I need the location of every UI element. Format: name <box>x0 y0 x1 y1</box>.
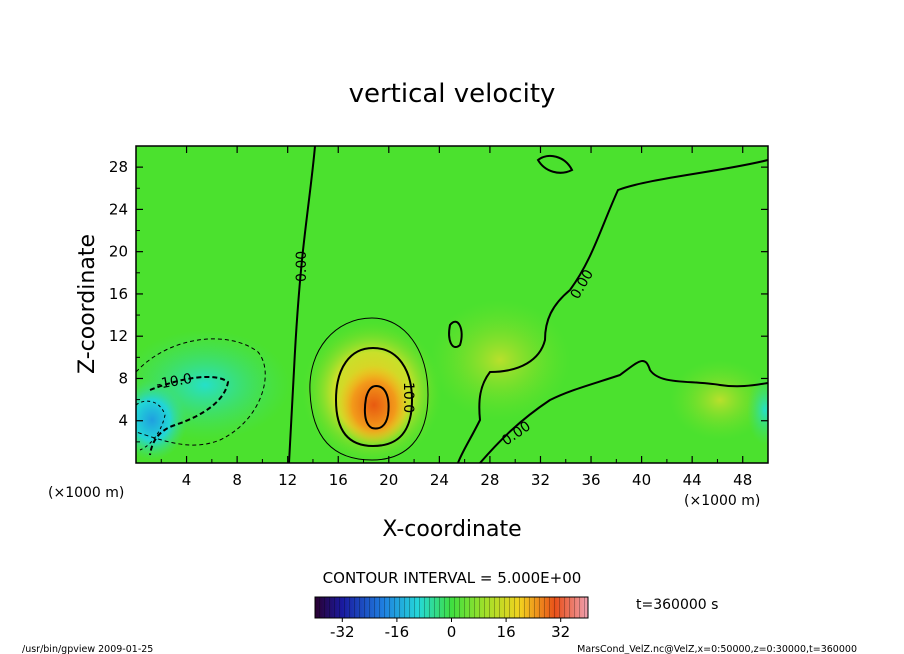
downdraft-right-edge <box>747 375 768 445</box>
x-axis-label: X-coordinate <box>382 517 521 542</box>
updraft-core-region <box>338 365 410 445</box>
colorbar-tick-labels: -32 -16 0 16 32 <box>330 618 570 641</box>
y-axis-label: Z-coordinate <box>75 234 100 374</box>
contours <box>136 146 768 463</box>
y-tick-label: 16 <box>109 285 128 303</box>
contour-label-zero-left: 0.00 <box>294 251 310 282</box>
x-tick-label: 40 <box>632 471 651 489</box>
contour-zero-right <box>457 159 768 463</box>
y-ticks: 4 8 12 16 20 24 28 <box>109 158 768 443</box>
x-tick-label: 16 <box>329 471 348 489</box>
colorbar-tick-label: -32 <box>330 623 355 641</box>
y-tick-label: 28 <box>109 158 128 176</box>
colorbar-ticks <box>315 597 588 618</box>
contour-neg15 <box>136 400 166 451</box>
x-tick-label: 12 <box>278 471 297 489</box>
footer-left: /usr/bin/gpview 2009-01-25 <box>22 644 153 654</box>
colorbar-tick-label: 32 <box>551 623 570 641</box>
x-tick-label: 36 <box>581 471 600 489</box>
plot-area: 0.00 0.00 0.00 -10.0 10.0 <box>136 146 768 463</box>
downdraft-core-region <box>136 380 187 460</box>
contour-neg5 <box>136 338 266 446</box>
y-tick-label: 4 <box>118 412 128 430</box>
contour-label-neg10: -10.0 <box>155 371 193 393</box>
x-tick-label: 44 <box>683 471 702 489</box>
colorbar-tick-label: -16 <box>385 623 410 641</box>
contour-pos10 <box>334 346 414 448</box>
y-tick-label: 24 <box>109 200 128 218</box>
chart-title: vertical velocity <box>349 79 556 109</box>
colorbar-tick-label: 0 <box>447 623 457 641</box>
x-tick-label: 4 <box>182 471 192 489</box>
colorbar-tick-label: 16 <box>497 623 516 641</box>
x-tick-label: 8 <box>232 471 242 489</box>
x-tick-label: 24 <box>430 471 449 489</box>
time-label: t=360000 s <box>636 597 718 613</box>
yellowish-region-right <box>670 360 768 440</box>
x-axis-unit: (×1000 m) <box>684 493 760 509</box>
contour-zero-island <box>536 154 574 174</box>
footer-right: MarsCond_VelZ.nc@VelZ,x=0:50000,z=0:3000… <box>577 644 857 654</box>
x-tick-label: 20 <box>379 471 398 489</box>
contour-pos5 <box>309 317 429 461</box>
contour-interval: CONTOUR INTERVAL = 5.000E+00 <box>323 569 582 587</box>
contour-neg10 <box>149 376 230 456</box>
yellowish-region-mid <box>430 300 570 420</box>
x-tick-label: 28 <box>480 471 499 489</box>
x-tick-label: 48 <box>733 471 752 489</box>
x-ticks: 4 8 12 16 20 24 28 32 36 40 44 48 <box>160 146 752 489</box>
y-axis-unit: (×1000 m) <box>48 485 124 501</box>
y-tick-label: 20 <box>109 243 128 261</box>
plot-frame <box>135 145 769 464</box>
colorbar: -32 -16 0 16 32 <box>314 596 589 641</box>
contour-label-pos10: 10.0 <box>400 382 416 413</box>
contour-zero-blob <box>448 320 463 348</box>
contour-zero-jagged <box>479 360 768 463</box>
contour-pos20 <box>363 384 390 430</box>
x-tick-label: 32 <box>531 471 550 489</box>
y-tick-label: 12 <box>109 327 128 345</box>
y-tick-label: 8 <box>118 369 128 387</box>
contour-zero-left <box>288 146 316 463</box>
